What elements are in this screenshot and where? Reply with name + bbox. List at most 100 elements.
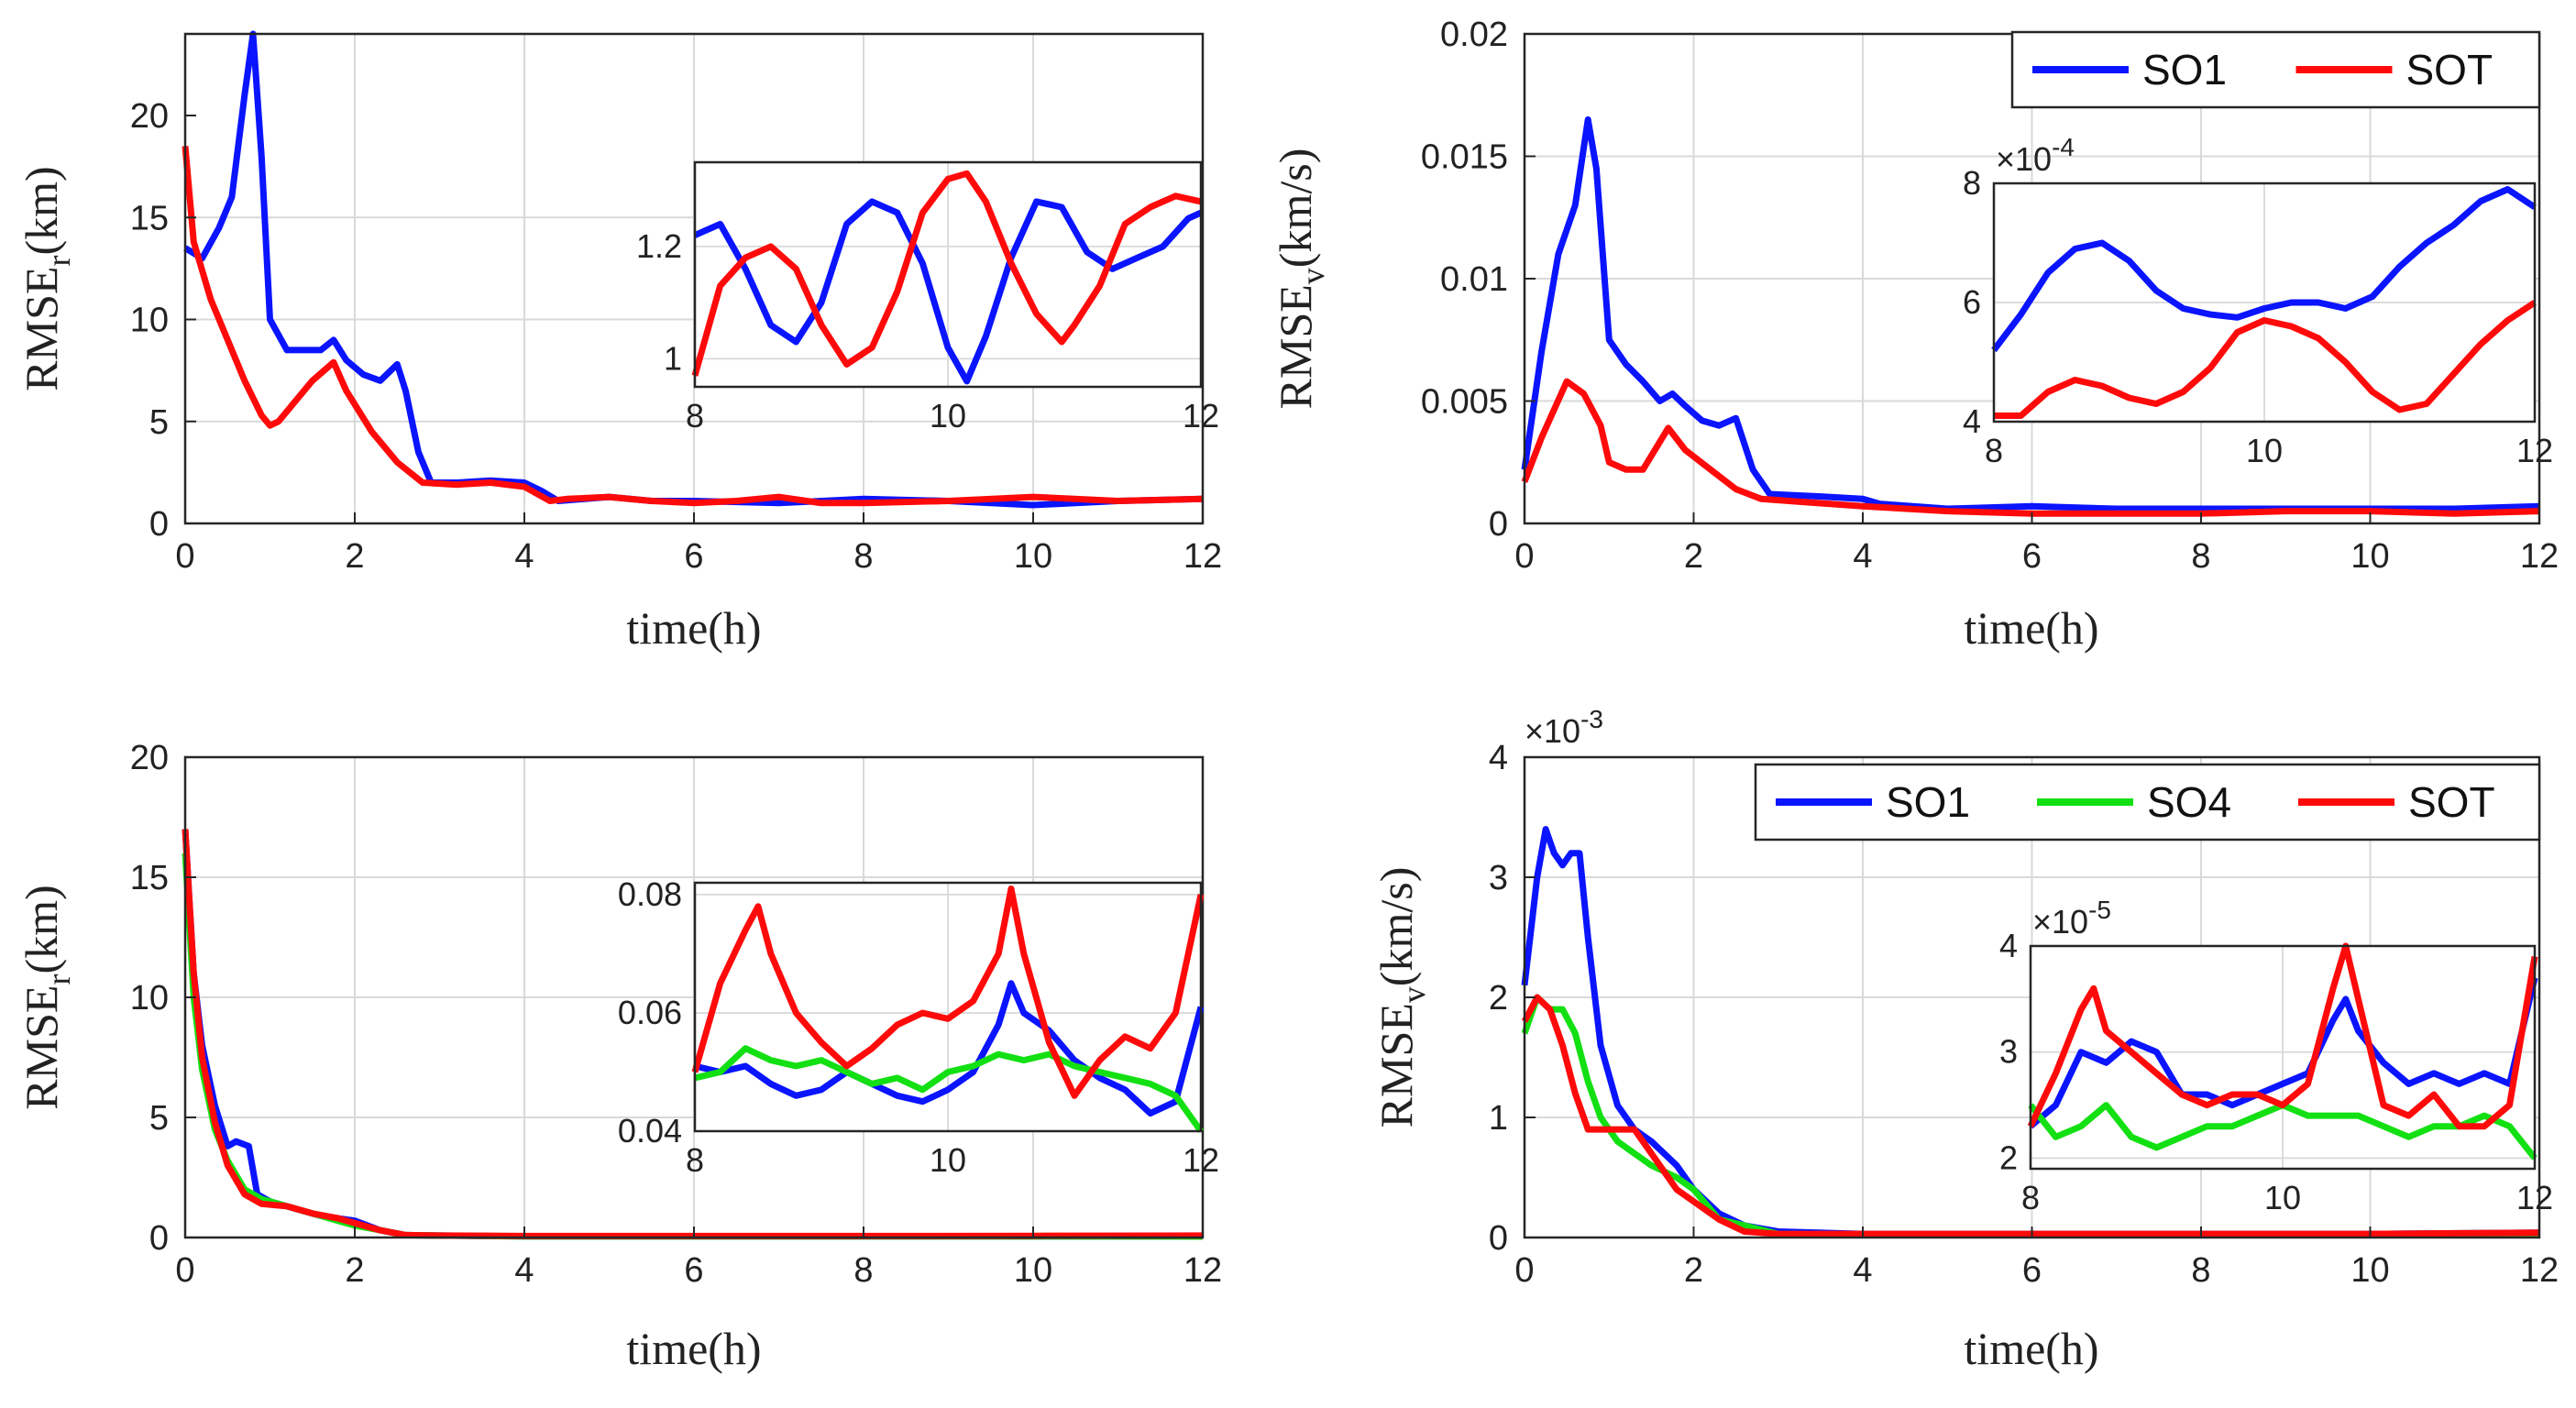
x-tick-label: 6 <box>2022 1251 2042 1290</box>
x-tick-label: 12 <box>1183 537 1222 576</box>
inset-x-tick-label: 12 <box>1183 397 1219 434</box>
x-tick-label: 8 <box>853 1251 873 1290</box>
x-tick-label: 10 <box>2350 537 2389 576</box>
inset-series-line-sot <box>691 170 1202 377</box>
x-tick-label: 8 <box>2191 537 2210 576</box>
inset-series-line-so1 <box>694 980 1205 1117</box>
series-line-sot <box>1521 994 2540 1238</box>
inset-plot-p1: 8 10 12 1 1.2 <box>636 160 1219 434</box>
x-tick-label: 4 <box>514 537 534 576</box>
inset-plot-p2: 8 10 12 4 6 8 ×10-4 <box>1963 133 2553 469</box>
inset-series-line-so1 <box>1991 186 2537 353</box>
inset-frame <box>693 881 1203 1133</box>
inset-series-line-sot <box>2027 942 2538 1130</box>
y-tick-label: 15 <box>130 199 169 237</box>
inset-y-tick-label: 0.08 <box>618 875 682 913</box>
inset-y-axis-exponent: ×10-4 <box>1996 133 2075 178</box>
x-tick-label: 0 <box>1514 537 1534 576</box>
inset-y-tick-label: 0.04 <box>618 1112 682 1150</box>
inset-y-axis-exponent: ×10-5 <box>2032 896 2111 940</box>
inset-plot-p3: 8 10 12 0.04 0.06 0.08 <box>618 875 1219 1179</box>
x-axis-label: time(h) <box>1964 1323 2098 1374</box>
inset-series-line-sot <box>1994 300 2537 419</box>
inset-plot-p4: 8 10 12 2 3 4 ×10-5 <box>1999 896 2553 1216</box>
inset-x-tick-label: 12 <box>1183 1141 1219 1179</box>
x-tick-label: 2 <box>345 1251 364 1290</box>
x-tick-label: 0 <box>1514 1251 1534 1290</box>
y-tick-label: 10 <box>130 979 169 1018</box>
inset-series-line-so1 <box>693 198 1203 385</box>
x-tick-label: 12 <box>2520 537 2559 576</box>
y-tick-label: 0 <box>149 1219 169 1258</box>
y-tick-label: 0.005 <box>1421 383 1508 422</box>
inset-series-line-so1 <box>2028 976 2538 1129</box>
legend-label-so1: SO1 <box>2142 46 2227 94</box>
inset-x-tick-label: 10 <box>2246 432 2283 469</box>
inset-y-tick-label: 0.06 <box>618 994 682 1031</box>
inset-x-tick-label: 8 <box>686 397 704 434</box>
inset-x-tick-label: 12 <box>2516 432 2553 469</box>
x-tick-label: 0 <box>175 1251 194 1290</box>
chart-panel-p3: 0 2 4 6 8 10 12 0 5 10 15 20 time(h) RMSEr(km) 8 10 12 0.… <box>16 739 1222 1374</box>
legend-label-so1: SO1 <box>1886 778 1970 826</box>
inset-frame <box>2029 944 2537 1171</box>
y-axis-exponent: ×10-3 <box>1525 705 1603 750</box>
y-tick-label: 5 <box>149 403 169 442</box>
x-tick-label: 8 <box>2191 1251 2210 1290</box>
y-tick-label: 0.015 <box>1421 138 1508 177</box>
x-axis-label: time(h) <box>626 602 761 654</box>
y-axis-label: RMSEr(km) <box>16 885 77 1109</box>
inset-y-tick-label: 4 <box>1963 402 1981 440</box>
y-axis-label: RMSEv(km/s) <box>1371 867 1432 1128</box>
y-tick-label: 0.02 <box>1440 16 1508 54</box>
y-tick-label: 4 <box>1489 739 1508 777</box>
inset-x-tick-label: 8 <box>2021 1179 2040 1216</box>
x-axis-label: time(h) <box>626 1323 761 1374</box>
inset-y-tick-label: 8 <box>1963 164 1981 202</box>
x-tick-label: 2 <box>1684 1251 1703 1290</box>
x-tick-label: 10 <box>1014 537 1052 576</box>
x-tick-label: 4 <box>1853 537 1872 576</box>
x-tick-label: 6 <box>2022 537 2042 576</box>
chart-panel-p2: 0 2 4 6 8 10 12 0 0.005 0.01 0.015 0.02 time(h) RMSEv… <box>1270 16 2559 654</box>
y-tick-label: 20 <box>130 739 169 777</box>
y-tick-label: 15 <box>130 859 169 897</box>
x-tick-label: 2 <box>345 537 364 576</box>
y-tick-label: 0 <box>1489 505 1508 544</box>
x-tick-label: 4 <box>514 1251 534 1290</box>
legend-box <box>1754 763 2541 842</box>
x-tick-label: 10 <box>2350 1251 2389 1290</box>
legend: SO1 SO4 SOT <box>1754 763 2541 842</box>
x-tick-label: 8 <box>853 537 873 576</box>
inset-x-tick-label: 10 <box>930 1141 966 1179</box>
series-line-sot <box>1521 378 2540 517</box>
x-tick-label: 0 <box>175 537 194 576</box>
y-axis-label: RMSEv(km/s) <box>1270 148 1331 410</box>
x-tick-label: 4 <box>1853 1251 1872 1290</box>
inset-series-line-so4 <box>694 1045 1204 1134</box>
series-line-sot <box>182 146 1204 507</box>
y-tick-label: 3 <box>1489 859 1508 897</box>
inset-x-tick-label: 8 <box>1985 432 2003 469</box>
inset-y-tick-label: 1 <box>664 339 682 377</box>
y-tick-label: 10 <box>130 302 169 340</box>
x-tick-label: 12 <box>1183 1251 1222 1290</box>
y-tick-label: 0.01 <box>1440 260 1508 299</box>
y-tick-label: 0 <box>1489 1219 1508 1258</box>
y-tick-label: 20 <box>130 97 169 136</box>
chart-panel-p1: 0 2 4 6 8 10 12 0 5 10 15 20 time(h) RMSEr(km) 8 10 12 1 1… <box>16 30 1222 654</box>
legend-label-so4: SO4 <box>2147 778 2231 826</box>
x-tick-label: 6 <box>684 537 703 576</box>
y-tick-label: 2 <box>1489 979 1508 1018</box>
inset-y-tick-label: 3 <box>1999 1033 2018 1071</box>
inset-frame <box>693 160 1203 389</box>
inset-x-tick-label: 8 <box>686 1141 704 1179</box>
y-tick-label: 0 <box>149 505 169 544</box>
x-tick-label: 10 <box>1014 1251 1052 1290</box>
inset-x-tick-label: 10 <box>2264 1179 2301 1216</box>
inset-y-tick-label: 2 <box>1999 1138 2018 1176</box>
x-tick-label: 6 <box>684 1251 703 1290</box>
inset-x-tick-label: 10 <box>930 397 966 434</box>
legend-label-sot: SOT <box>2408 778 2495 826</box>
